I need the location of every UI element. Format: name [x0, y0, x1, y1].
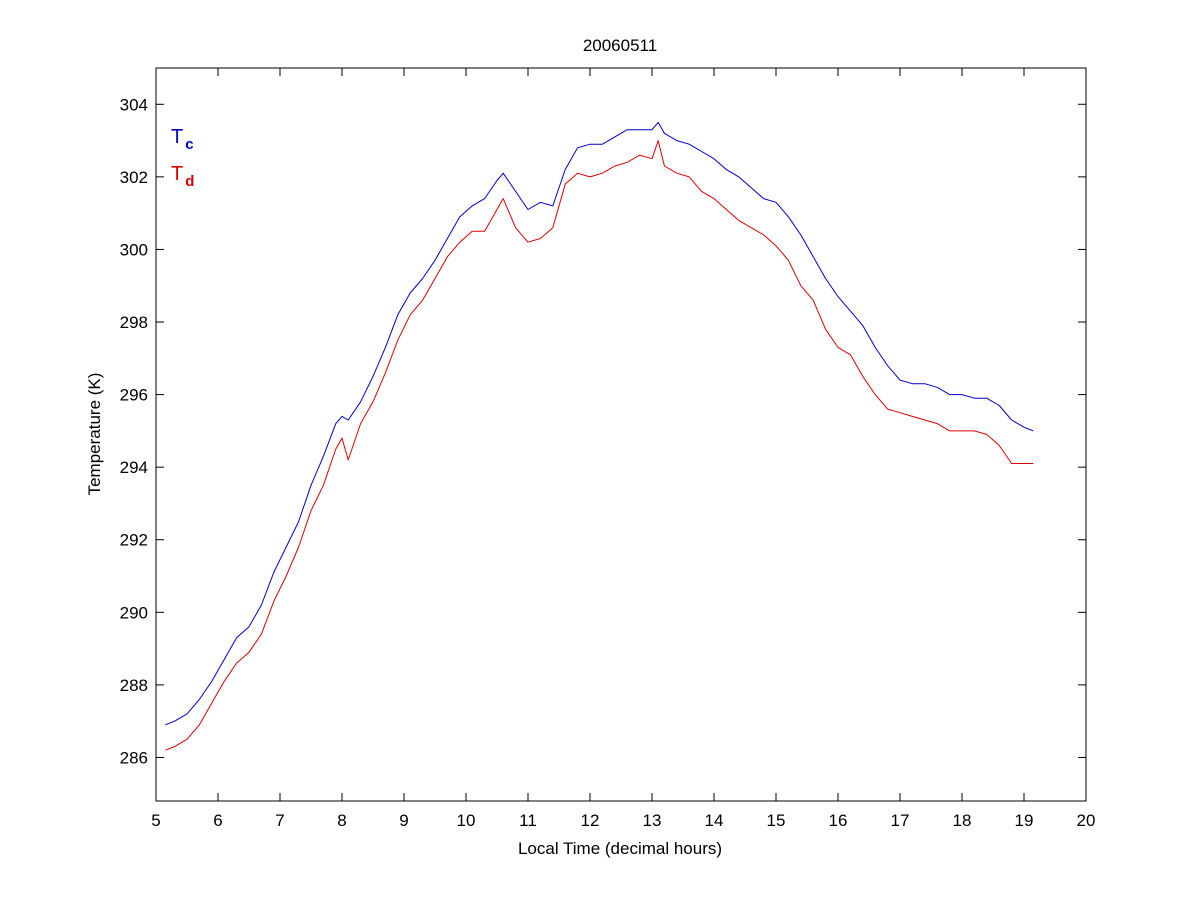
y-tick-label: 298 [120, 313, 148, 332]
legend-symbol: T [171, 126, 183, 148]
x-tick-label: 11 [519, 811, 537, 830]
x-tick-label: 16 [829, 811, 848, 830]
series-layer [165, 121, 1034, 751]
y-tick-label: 290 [120, 603, 148, 622]
x-tick-label: 10 [457, 811, 476, 830]
chart-title: 20060511 [583, 36, 657, 55]
y-tick-label: 304 [120, 95, 148, 114]
x-tick-label: 6 [213, 811, 222, 830]
x-tick-label: 15 [767, 811, 786, 830]
plot-area [155, 67, 1087, 802]
legend-subscript: c [185, 136, 193, 153]
y-axis: 286 288 290 292 294 296 298 300 302 304 [120, 95, 1086, 767]
series-line-td [165, 140, 1034, 751]
x-tick-label: 18 [953, 811, 972, 830]
x-tick-label: 12 [581, 811, 600, 830]
y-tick-label: 300 [120, 240, 148, 259]
y-tick-label: 296 [120, 386, 148, 405]
legend-symbol: T [171, 163, 183, 185]
x-tick-label: 19 [1015, 811, 1034, 830]
y-axis-label: Temperature (K) [85, 373, 104, 496]
y-tick-label: 286 [120, 748, 148, 767]
x-tick-label: 8 [337, 811, 346, 830]
y-tick-label: 302 [120, 168, 148, 187]
x-tick-label: 7 [275, 811, 284, 830]
x-tick-label: 5 [151, 811, 160, 830]
x-axis: 5 6 7 8 9 10 11 12 13 14 15 16 17 18 19 20 [151, 68, 1095, 830]
x-tick-label: 20 [1077, 811, 1096, 830]
legend-subscript: d [185, 173, 194, 190]
y-tick-label: 288 [120, 676, 148, 695]
x-tick-label: 9 [399, 811, 408, 830]
series-line-tc [165, 121, 1034, 726]
x-tick-label: 14 [705, 811, 724, 830]
y-tick-label: 294 [120, 458, 148, 477]
x-tick-label: 13 [643, 811, 662, 830]
x-tick-label: 17 [891, 811, 910, 830]
x-axis-label: Local Time (decimal hours) [518, 839, 722, 858]
y-tick-label: 292 [120, 531, 148, 550]
